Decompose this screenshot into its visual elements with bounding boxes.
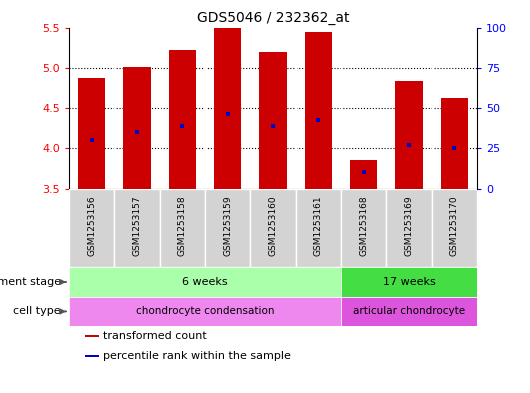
- Bar: [386, 189, 431, 267]
- Bar: [296, 189, 341, 267]
- Text: cell type: cell type: [13, 307, 61, 316]
- Title: GDS5046 / 232362_at: GDS5046 / 232362_at: [197, 11, 349, 25]
- Text: GSM1253160: GSM1253160: [269, 195, 277, 255]
- Bar: [441, 97, 468, 189]
- Bar: [341, 189, 386, 267]
- Bar: [341, 267, 477, 297]
- Bar: [69, 189, 114, 267]
- Text: 17 weeks: 17 weeks: [383, 277, 435, 287]
- Bar: [431, 189, 477, 267]
- Text: GSM1253159: GSM1253159: [223, 195, 232, 255]
- Bar: [169, 50, 196, 189]
- Text: GSM1253170: GSM1253170: [450, 195, 459, 255]
- Text: GSM1253158: GSM1253158: [178, 195, 187, 255]
- Bar: [395, 81, 422, 189]
- Bar: [214, 28, 241, 189]
- Text: GSM1253169: GSM1253169: [404, 195, 413, 255]
- Bar: [114, 189, 160, 267]
- Bar: [350, 160, 377, 189]
- Bar: [85, 335, 99, 337]
- Text: GSM1253157: GSM1253157: [132, 195, 142, 255]
- Bar: [305, 32, 332, 189]
- Text: articular chondrocyte: articular chondrocyte: [353, 307, 465, 316]
- Bar: [341, 297, 477, 326]
- Text: percentile rank within the sample: percentile rank within the sample: [103, 351, 290, 361]
- Bar: [205, 189, 250, 267]
- Text: development stage: development stage: [0, 277, 61, 287]
- Text: GSM1253168: GSM1253168: [359, 195, 368, 255]
- Bar: [69, 297, 341, 326]
- Text: 6 weeks: 6 weeks: [182, 277, 228, 287]
- Bar: [123, 67, 151, 189]
- Bar: [250, 189, 296, 267]
- Text: GSM1253161: GSM1253161: [314, 195, 323, 255]
- Bar: [259, 53, 287, 189]
- Bar: [160, 189, 205, 267]
- Bar: [85, 354, 99, 357]
- Text: chondrocyte condensation: chondrocyte condensation: [136, 307, 274, 316]
- Text: transformed count: transformed count: [103, 331, 207, 341]
- Text: GSM1253156: GSM1253156: [87, 195, 96, 255]
- Bar: [78, 78, 105, 189]
- Bar: [69, 267, 341, 297]
